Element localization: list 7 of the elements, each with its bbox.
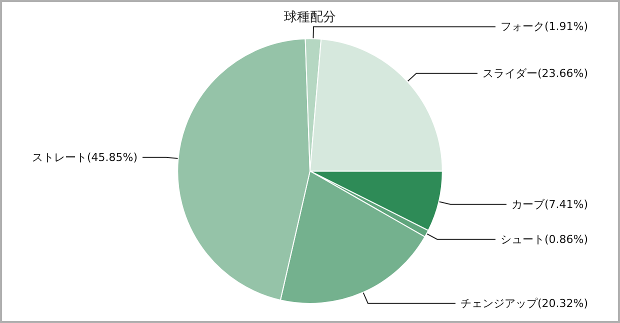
chart-title: 球種配分 <box>284 10 336 25</box>
slice-label: カーブ(7.41%) <box>511 198 588 211</box>
slice-label: ストレート(45.85%) <box>32 150 138 164</box>
slice-label: スライダー(23.66%) <box>482 66 588 80</box>
slice-label: シュート(0.86%) <box>500 232 588 246</box>
slice-label: チェンジアップ(20.32%) <box>460 296 588 310</box>
slice-label: フォーク(1.91%) <box>500 20 588 34</box>
